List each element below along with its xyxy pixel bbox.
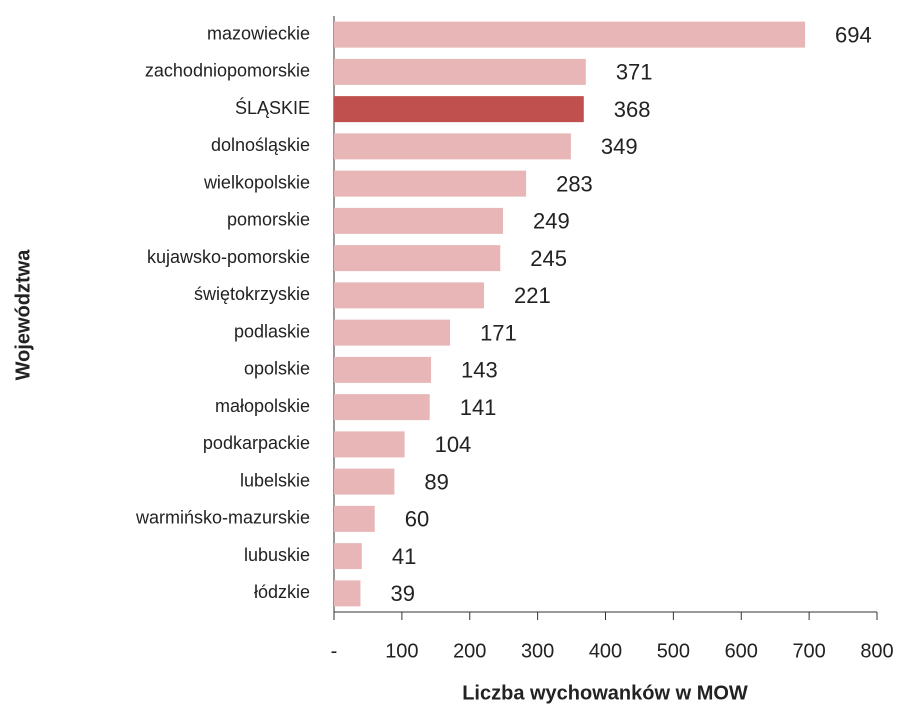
y-tick-label: warmińsko-mazurskie — [135, 508, 310, 528]
value-label: 141 — [460, 395, 497, 420]
value-label: 368 — [614, 97, 651, 122]
value-label: 60 — [405, 507, 429, 532]
y-tick-label: podlaskie — [234, 321, 310, 341]
bar — [334, 170, 527, 197]
y-tick-label: wielkopolskie — [203, 172, 310, 192]
y-tick-label: ŚLĄSKIE — [235, 97, 310, 118]
bar — [334, 505, 375, 532]
value-label: 283 — [556, 171, 593, 196]
bar — [334, 356, 432, 383]
value-label: 89 — [424, 469, 448, 494]
bar — [334, 58, 586, 85]
bar — [334, 282, 485, 309]
y-tick-label: lubuskie — [244, 545, 310, 565]
x-tick-label: 800 — [860, 640, 893, 662]
value-label: 245 — [530, 246, 567, 271]
value-label: 694 — [835, 22, 872, 47]
y-tick-label: małopolskie — [215, 396, 310, 416]
y-axis-title: Województwa — [12, 249, 34, 381]
bar — [334, 133, 571, 160]
value-label: 41 — [392, 544, 416, 569]
x-tick-label: 500 — [657, 640, 690, 662]
y-tick-label: dolnośląskie — [211, 135, 310, 155]
x-tick-label: 100 — [385, 640, 418, 662]
y-tick-label: podkarpackie — [203, 433, 310, 453]
x-axis-title: Liczba wychowanków w MOW — [462, 682, 748, 704]
bar — [334, 543, 362, 570]
x-tick-label: - — [331, 640, 338, 662]
bar — [334, 394, 430, 421]
y-tick-label: kujawsko-pomorskie — [147, 247, 310, 267]
x-tick-label: 700 — [792, 640, 825, 662]
value-label: 143 — [461, 358, 498, 383]
value-label: 349 — [601, 134, 638, 159]
bar — [334, 319, 451, 346]
bar — [334, 468, 395, 495]
x-tick-label: 600 — [725, 640, 758, 662]
y-tick-label: lubelskie — [240, 470, 310, 490]
value-label: 371 — [616, 60, 653, 85]
bar — [334, 245, 501, 272]
y-tick-label: świętokrzyskie — [194, 284, 310, 304]
y-tick-label: opolskie — [244, 359, 310, 379]
value-label: 39 — [390, 581, 414, 606]
x-tick-label: 400 — [589, 640, 622, 662]
y-tick-label: łódzkie — [254, 582, 310, 602]
bar — [334, 580, 361, 607]
bar — [334, 21, 806, 48]
bar — [334, 431, 405, 458]
x-tick-label: 200 — [453, 640, 486, 662]
x-tick-label: 300 — [521, 640, 554, 662]
value-label: 221 — [514, 283, 551, 308]
y-tick-label: pomorskie — [227, 210, 310, 230]
value-label: 104 — [435, 432, 472, 457]
bar — [334, 207, 504, 234]
y-tick-label: zachodniopomorskie — [145, 61, 310, 81]
y-tick-label: mazowieckie — [207, 23, 310, 43]
value-label: 249 — [533, 209, 570, 234]
value-label: 171 — [480, 320, 517, 345]
bar — [334, 96, 584, 123]
